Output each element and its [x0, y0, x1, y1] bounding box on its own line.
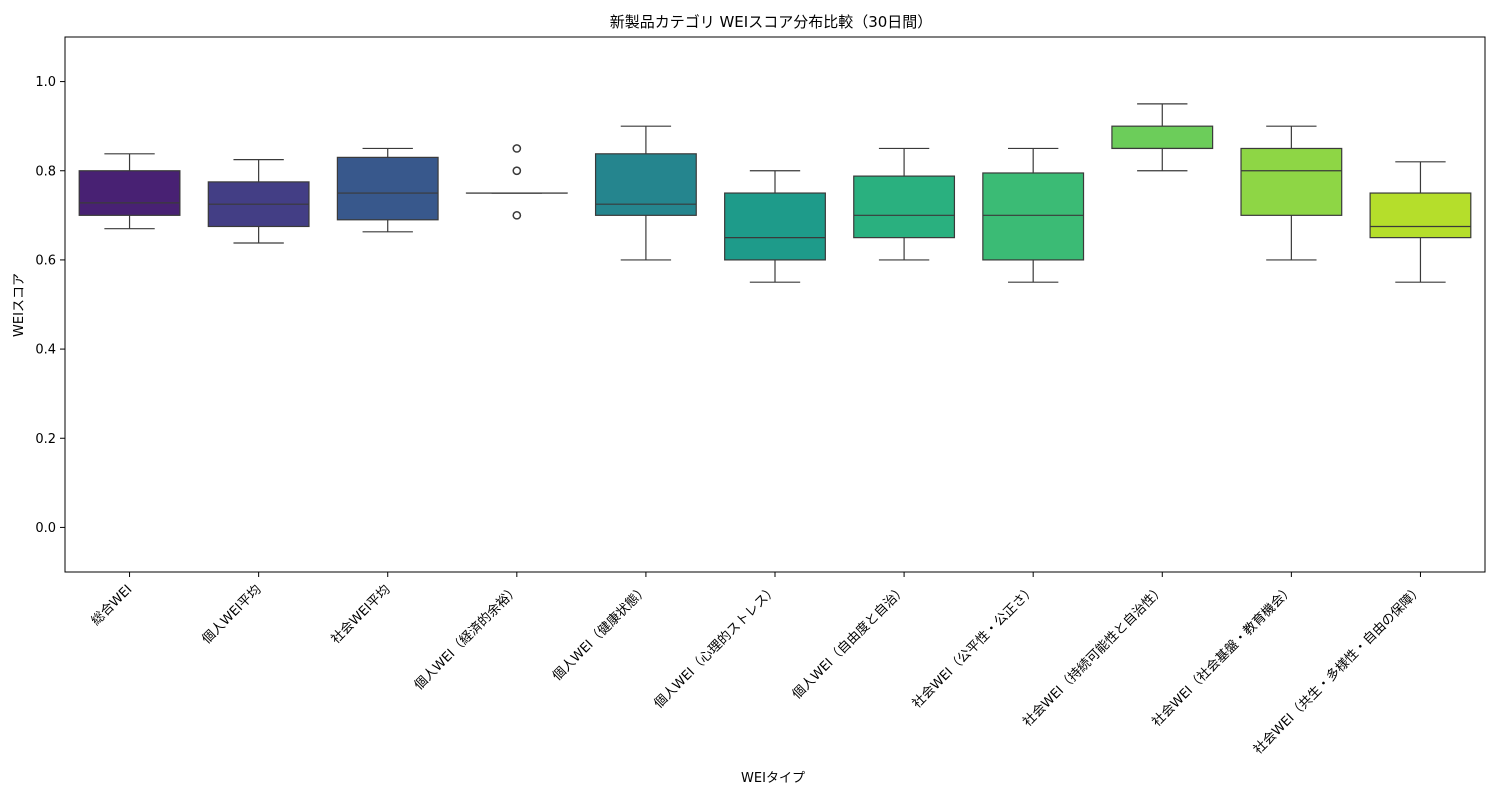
y-axis-label: WEIスコア: [12, 273, 27, 337]
x-tick-label: 社会WEI（持続可能性と自治性）: [1020, 582, 1168, 730]
iqr-box: [853, 175, 956, 239]
y-axis: 0.0 0.2 0.4 0.6 0.8 1.0: [35, 75, 65, 536]
iqr-box: [594, 153, 697, 216]
y-tick-label: 1.0: [35, 75, 56, 90]
x-axis: 総合WEI 個人WEI平均 社会WEI平均 個人WEI（経済的余裕） 個人WEI（健康状…: [89, 572, 1426, 758]
outlier-point: [512, 166, 522, 176]
iqr-box: [336, 156, 439, 221]
y-tick-label: 0.4: [35, 343, 56, 358]
y-tick-label: 0.2: [35, 432, 56, 447]
x-tick-label: 個人WEI（経済的余裕）: [411, 582, 523, 694]
box-4: [594, 125, 697, 261]
x-tick-label: 総合WEI: [89, 582, 136, 629]
x-tick-label: 社会WEI（公平性・公正さ）: [909, 582, 1039, 712]
iqr-box: [1111, 125, 1214, 150]
box-6: [853, 147, 956, 261]
x-tick-label: 個人WEI平均: [199, 582, 264, 647]
x-axis-label: WEIタイプ: [741, 771, 805, 786]
iqr-box: [1240, 147, 1343, 216]
outlier-point: [512, 144, 522, 153]
plot-frame: [64, 36, 1486, 573]
box-5: [724, 170, 826, 283]
box-7: [982, 147, 1085, 283]
y-tick-label: 0.8: [35, 164, 56, 179]
chart-title: 新製品カテゴリ WEIスコア分布比較（30日間）: [610, 13, 933, 31]
x-tick-label: 個人WEI（健康状態）: [549, 582, 651, 684]
box-8: [1111, 103, 1214, 172]
y-tick-label: 0.6: [35, 253, 56, 268]
iqr-box: [1369, 192, 1472, 239]
x-tick-label: 個人WEI（心理的ストレス）: [651, 582, 781, 712]
box-10: [1369, 161, 1472, 283]
box-9: [1240, 125, 1343, 261]
box-3: [465, 144, 568, 220]
box-1: [207, 159, 310, 244]
iqr-box: [724, 192, 826, 261]
iqr-box: [982, 172, 1085, 261]
box-2: [336, 147, 439, 233]
iqr-box: [78, 170, 181, 216]
x-tick-label: 個人WEI（自由度と自治）: [789, 582, 910, 703]
y-tick-label: 0.0: [35, 521, 56, 536]
box-0: [78, 153, 181, 230]
x-tick-label: 社会WEI（社会基盤・教育機会）: [1149, 582, 1297, 730]
outlier-point: [512, 210, 522, 220]
plot-area: [78, 103, 1472, 283]
x-tick-label: 社会WEI平均: [328, 582, 394, 648]
